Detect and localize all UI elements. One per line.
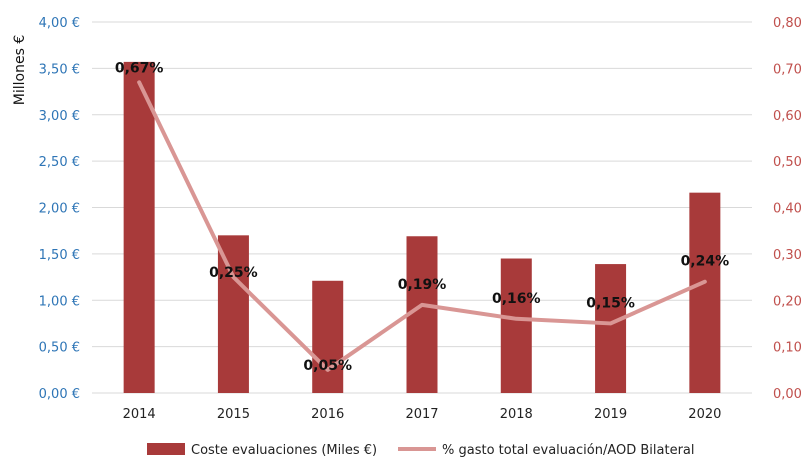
left-axis-ticks: 0,00 € 0,50 € 1,00 € 1,50 € 2,00 € 2,50 € 3,00… — [39, 16, 80, 402]
y2-tick-label: 0,50 — [773, 155, 802, 170]
y-tick-label: 2,50 € — [39, 155, 80, 170]
y-tick-label: 3,00 € — [39, 109, 80, 124]
y2-tick-label: 0,00 — [773, 387, 802, 402]
x-tick-label: 2015 — [217, 407, 250, 422]
line-path — [137, 80, 707, 372]
y-tick-label: 1,50 € — [39, 248, 80, 263]
y-tick-label: 3,50 € — [39, 62, 80, 77]
data-label: 0,05% — [303, 358, 352, 374]
y-tick-label: 0,50 € — [39, 341, 80, 356]
data-labels: 0,67% 0,25% 0,05% 0,19% 0,16% 0,15% 0,24% — [115, 60, 729, 374]
y2-tick-label: 0,40 — [773, 202, 802, 217]
legend: Coste evaluaciones (Miles €) % gasto tot… — [147, 443, 695, 457]
data-label: 0,25% — [209, 265, 258, 281]
bar — [123, 61, 155, 393]
x-tick-label: 2018 — [500, 407, 533, 422]
bar — [406, 236, 438, 393]
x-axis-ticks: 2014 2015 2016 2017 2018 2019 2020 — [123, 407, 722, 422]
bar-series — [123, 61, 721, 393]
bar — [500, 258, 532, 393]
legend-label-bars: Coste evaluaciones (Miles €) — [191, 443, 377, 457]
legend-label-line: % gasto total evaluación/AOD Bilateral — [442, 443, 695, 457]
y-axis-label: Millones € — [12, 35, 28, 105]
data-label: 0,15% — [586, 295, 635, 311]
gridlines — [92, 21, 752, 394]
legend-swatch-bars — [147, 443, 185, 455]
x-tick-label: 2020 — [688, 407, 721, 422]
data-label: 0,19% — [398, 277, 447, 293]
bar — [595, 264, 627, 393]
x-tick-label: 2017 — [405, 407, 438, 422]
y-tick-label: 1,00 € — [39, 294, 80, 309]
line-series — [137, 80, 707, 372]
x-tick-label: 2019 — [594, 407, 627, 422]
y2-tick-label: 0,20 — [773, 294, 802, 309]
y2-tick-label: 0,70 — [773, 62, 802, 77]
data-label: 0,67% — [115, 60, 164, 76]
data-label: 0,24% — [681, 254, 730, 270]
right-axis-ticks: 0,00 0,10 0,20 0,30 0,40 0,50 0,60 0,70 0,80 — [773, 16, 802, 402]
y2-tick-label: 0,80 — [773, 16, 802, 31]
data-label: 0,16% — [492, 291, 541, 307]
y2-tick-label: 0,60 — [773, 109, 802, 124]
y-tick-label: 2,00 € — [39, 202, 80, 217]
y2-tick-label: 0,10 — [773, 341, 802, 356]
x-tick-label: 2014 — [123, 407, 156, 422]
y-tick-label: 4,00 € — [39, 16, 80, 31]
x-tick-label: 2016 — [311, 407, 344, 422]
bar — [312, 280, 344, 393]
y-tick-label: 0,00 € — [39, 387, 80, 402]
bar — [689, 192, 721, 393]
y2-tick-label: 0,30 — [773, 248, 802, 263]
bar — [217, 235, 249, 393]
